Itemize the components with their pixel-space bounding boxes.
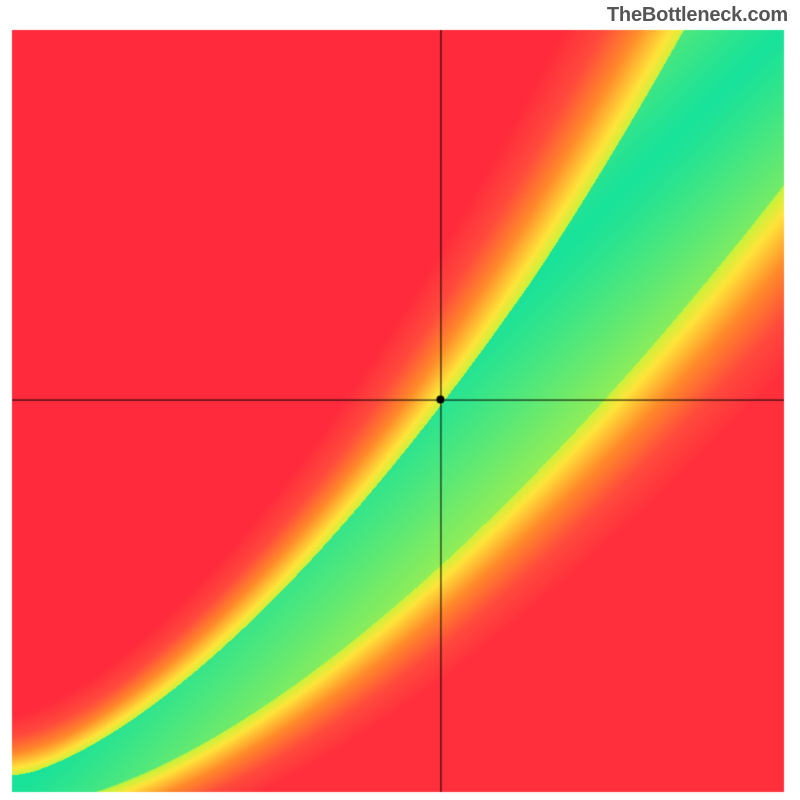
bottleneck-heatmap xyxy=(0,0,800,800)
watermark-text: TheBottleneck.com xyxy=(607,4,788,27)
